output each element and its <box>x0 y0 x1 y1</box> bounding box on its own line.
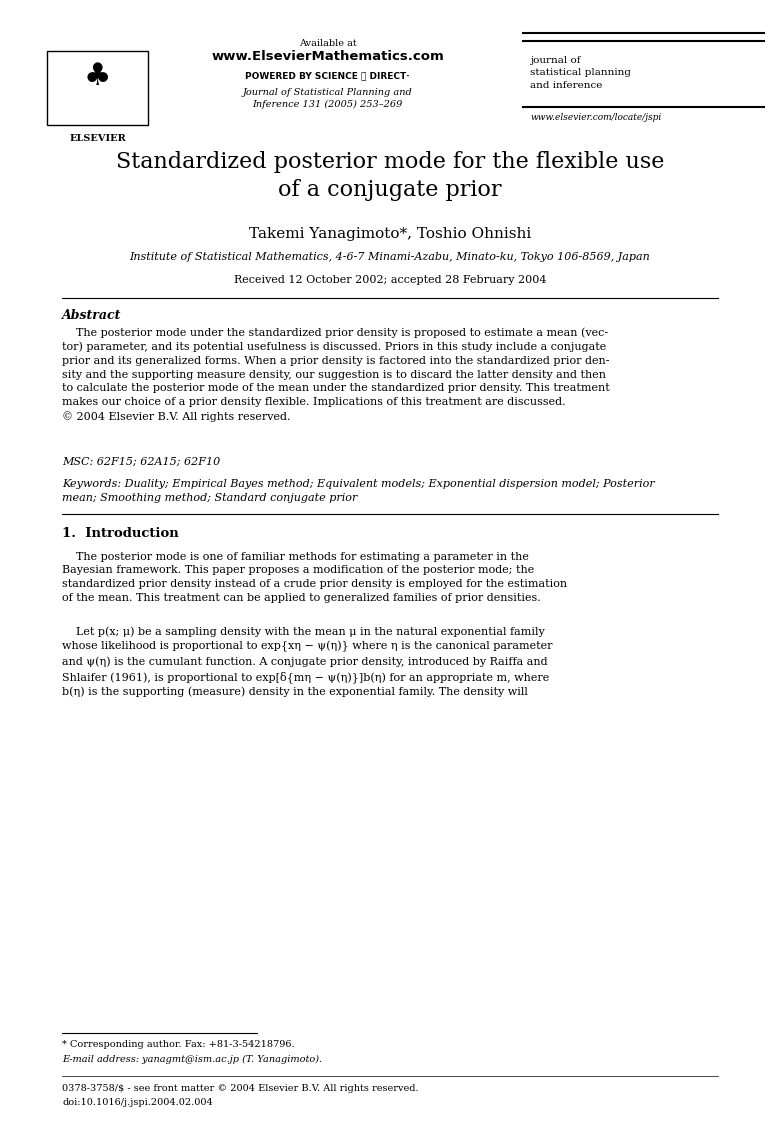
Text: MSC: 62F15; 62A15; 62F10: MSC: 62F15; 62A15; 62F10 <box>62 457 221 467</box>
Text: Takemi Yanagimoto*, Toshio Ohnishi: Takemi Yanagimoto*, Toshio Ohnishi <box>249 227 531 240</box>
Text: The posterior mode is one of familiar methods for estimating a parameter in the
: The posterior mode is one of familiar me… <box>62 552 568 603</box>
Text: 1.  Introduction: 1. Introduction <box>62 527 179 539</box>
Text: ♣: ♣ <box>83 62 112 91</box>
Text: www.elsevier.com/locate/jspi: www.elsevier.com/locate/jspi <box>530 113 661 122</box>
Text: Keywords: Duality; Empirical Bayes method; Equivalent models; Exponential disper: Keywords: Duality; Empirical Bayes metho… <box>62 479 655 503</box>
Text: Institute of Statistical Mathematics, 4-6-7 Minami-Azabu, Minato-ku, Tokyo 106-8: Institute of Statistical Mathematics, 4-… <box>129 252 651 262</box>
Text: POWERED BY SCIENCE ⓓ DIRECT·: POWERED BY SCIENCE ⓓ DIRECT· <box>245 71 410 80</box>
Text: Standardized posterior mode for the flexible use
of a conjugate prior: Standardized posterior mode for the flex… <box>115 151 665 202</box>
Text: doi:10.1016/j.jspi.2004.02.004: doi:10.1016/j.jspi.2004.02.004 <box>62 1098 213 1107</box>
Text: E-mail address: yanagmt@ism.ac.jp (T. Yanagimoto).: E-mail address: yanagmt@ism.ac.jp (T. Ya… <box>62 1055 322 1064</box>
Text: Available at: Available at <box>299 39 356 48</box>
Text: ELSEVIER: ELSEVIER <box>69 134 126 143</box>
FancyBboxPatch shape <box>47 51 148 125</box>
Text: Journal of Statistical Planning and
Inference 131 (2005) 253–269: Journal of Statistical Planning and Infe… <box>243 88 413 110</box>
Text: The posterior mode under the standardized prior density is proposed to estimate : The posterior mode under the standardize… <box>62 327 610 421</box>
Text: Let p(x; μ) be a sampling density with the mean μ in the natural exponential fam: Let p(x; μ) be a sampling density with t… <box>62 627 553 697</box>
Text: Received 12 October 2002; accepted 28 February 2004: Received 12 October 2002; accepted 28 Fe… <box>234 275 546 286</box>
Text: 0378-3758/$ - see front matter © 2004 Elsevier B.V. All rights reserved.: 0378-3758/$ - see front matter © 2004 El… <box>62 1084 419 1093</box>
Text: * Corresponding author. Fax: +81-3-54218796.: * Corresponding author. Fax: +81-3-54218… <box>62 1040 295 1049</box>
Text: journal of
statistical planning
and inference: journal of statistical planning and infe… <box>530 56 631 90</box>
Text: www.ElsevierMathematics.com: www.ElsevierMathematics.com <box>211 50 444 62</box>
Text: Abstract: Abstract <box>62 309 122 322</box>
